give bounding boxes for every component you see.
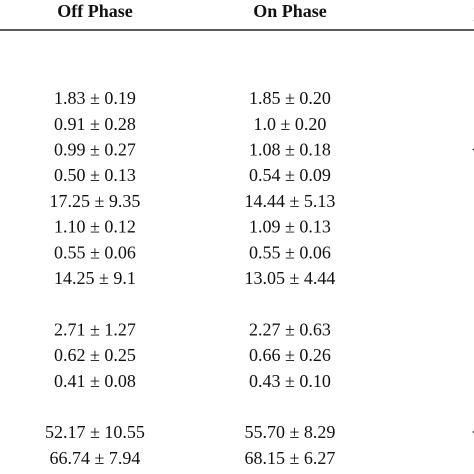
table-cell: 0.50 ± 0.13 [54,165,136,185]
table-cell: 1.85 ± 0.20 [249,88,331,108]
table-cell: 0.55 ± 0.06 [54,242,136,262]
table-cell: <0.0 [472,140,474,160]
table-cell: 0.41 ± 0.08 [54,371,136,391]
table-cell: 0.91 ± 0.28 [54,114,136,134]
table-cell: 0.66 ± 0.26 [249,345,331,365]
table-cell: 0.62 ± 0.25 [54,345,136,365]
table-cell: 2.27 ± 0.63 [249,319,331,339]
table-cell: 14.44 ± 5.13 [245,191,336,211]
table-cell: 55.70 ± 8.29 [245,422,336,442]
table-cell: 68.15 ± 6.27 [245,448,336,468]
table-cell: 0.55 ± 0.06 [249,242,331,262]
table-cell: 1.08 ± 0.18 [249,140,331,160]
table-cell: <0.0 [472,422,474,442]
column-header: Off Phase [57,1,133,21]
table-cell: 66.74 ± 7.94 [50,448,141,468]
table-cell: 0.99 ± 0.27 [54,140,136,160]
table-cell: 1.0 ± 0.20 [254,114,327,134]
table-cell: 1.09 ± 0.13 [249,217,331,237]
column-header: On Phase [253,1,327,21]
table-cell: 1.83 ± 0.19 [54,88,136,108]
table-cell: 17.25 ± 9.35 [50,191,141,211]
table-cell: 13.05 ± 4.44 [245,268,336,288]
table-cell: 0.43 ± 0.10 [249,371,331,391]
table-cell: 1.10 ± 0.12 [54,217,136,237]
table-cell: 52.17 ± 10.55 [45,422,145,442]
table-cell: 14.25 ± 9.1 [54,268,136,288]
table-cell: 0.54 ± 0.09 [249,165,331,185]
table-cell: 2.71 ± 1.27 [54,319,136,339]
